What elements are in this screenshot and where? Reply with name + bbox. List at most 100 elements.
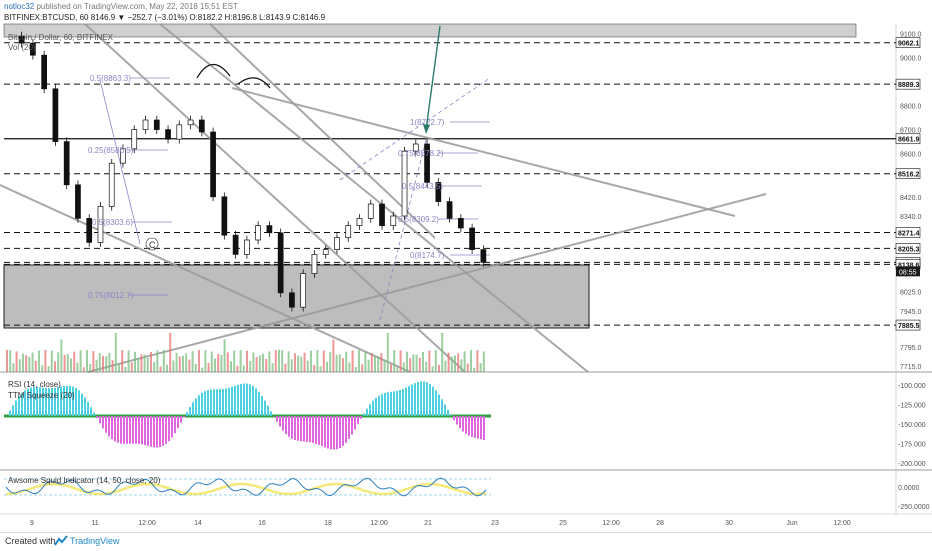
squeeze-bar xyxy=(465,416,467,434)
volume-bar xyxy=(262,353,264,372)
price-tick-label: 9000.0 xyxy=(900,56,922,63)
squid-indicator-pane[interactable] xyxy=(0,477,932,515)
fib-label: 0.5(8303.6) xyxy=(92,218,133,227)
candle-body xyxy=(176,124,183,140)
candle-body xyxy=(277,232,284,294)
volume-bar xyxy=(294,353,296,372)
rsi-squeeze-pane[interactable] xyxy=(0,381,932,471)
squeeze-bar xyxy=(123,416,125,444)
price-level-tag xyxy=(895,227,921,238)
candle-body xyxy=(311,254,318,274)
squeeze-bar xyxy=(456,416,458,425)
chart-area[interactable]: 0.5(8863.3) 0.25(8580.5) 0.5(8303.6) 0.75(8… xyxy=(0,0,932,532)
volume-bar xyxy=(281,350,284,372)
volume-bar xyxy=(274,350,277,372)
volume-bar xyxy=(482,351,485,372)
time-tick-label: 25 xyxy=(559,520,567,527)
squeeze-bar xyxy=(327,416,329,449)
time-tick-label: Jun xyxy=(786,520,797,527)
squeeze-bar xyxy=(480,416,482,440)
volume-bar xyxy=(114,332,117,372)
volume-bar xyxy=(466,363,469,372)
price-axis[interactable]: 9100.0 9000.0 8800.0 8700.0 8600.0 8420.0 8340… xyxy=(895,32,922,371)
volume-bar xyxy=(310,350,312,372)
volume-bar xyxy=(162,350,165,372)
volume-bar xyxy=(201,367,204,372)
squeeze-bar xyxy=(198,395,200,416)
squeeze-bar xyxy=(105,416,107,433)
squeeze-bar xyxy=(264,400,266,416)
volume-bar xyxy=(476,350,479,372)
volume-bar xyxy=(130,362,133,372)
squeeze-bar xyxy=(477,416,479,439)
squeeze-bar xyxy=(12,405,14,416)
symbol-label[interactable]: BITFINEX:BTCUSD, 60 xyxy=(4,13,89,22)
squeeze-bar xyxy=(426,382,428,416)
candle-body xyxy=(30,42,36,56)
tradingview-brand[interactable]: TradingView xyxy=(70,536,120,546)
time-tick-label: 21 xyxy=(424,520,432,527)
rsi-tick-label: -150.000 xyxy=(898,422,926,429)
squeeze-bar xyxy=(192,402,194,416)
fib-diagonal xyxy=(379,139,427,321)
volume-bar xyxy=(6,350,8,372)
squeeze-bar xyxy=(369,404,371,416)
volume-bar xyxy=(316,350,319,372)
volume-bar xyxy=(15,351,18,372)
volume-bar xyxy=(447,352,450,372)
squeeze-bar xyxy=(423,381,425,416)
squeeze-bar xyxy=(387,392,389,416)
squeeze-bar xyxy=(153,416,155,448)
volume-bar xyxy=(9,350,12,372)
squeeze-bar xyxy=(453,416,455,421)
squeeze-bar xyxy=(159,416,161,448)
squeeze-bar xyxy=(330,416,332,450)
time-axis[interactable]: 9 11 12:00 14 16 18 12:00 21 23 25 12:00 28 30 Jun 12:… xyxy=(30,520,851,527)
squeeze-bar xyxy=(210,389,212,416)
volume-bar xyxy=(178,356,181,372)
squeeze-bar xyxy=(345,416,347,443)
asi-main-line xyxy=(5,477,487,497)
volume-bar xyxy=(393,350,396,372)
candle-body xyxy=(401,150,408,217)
volume-bar xyxy=(338,354,341,372)
squeeze-bar xyxy=(378,395,380,416)
squeeze-bar xyxy=(459,416,461,429)
squeeze-bar xyxy=(414,383,416,416)
squeeze-bar xyxy=(69,385,71,416)
squeeze-bar xyxy=(54,387,56,416)
squeeze-bar xyxy=(126,416,128,444)
squeeze-bar xyxy=(114,416,116,442)
volume-bar xyxy=(82,367,85,372)
volume-bar xyxy=(86,350,88,372)
volume-bar xyxy=(351,350,354,372)
author-link[interactable]: notloc32 xyxy=(4,2,35,11)
squeeze-bar xyxy=(222,388,224,416)
volume-bar xyxy=(60,339,63,372)
projection-arrow xyxy=(425,25,441,131)
price-tick-label: 8700.0 xyxy=(900,128,922,135)
squeeze-bar xyxy=(399,389,401,416)
squeeze-bar xyxy=(180,416,182,423)
squeeze-bar xyxy=(267,405,269,416)
price-tick-label: 7795.0 xyxy=(900,345,922,352)
squeeze-bar xyxy=(183,416,185,418)
volume-bar xyxy=(239,350,242,372)
trendline xyxy=(87,193,767,373)
squeeze-bar xyxy=(9,410,11,416)
trendline xyxy=(231,87,736,217)
squeeze-bar xyxy=(213,389,215,416)
volume-bar xyxy=(137,358,140,372)
publish-info: notloc32 published on TradingView.com, M… xyxy=(4,2,238,11)
publish-text: published on TradingView.com, May 22, 20… xyxy=(36,2,238,11)
volume-bar xyxy=(335,354,338,372)
main-price-pane[interactable]: 0.5(8863.3) 0.25(8580.5) 0.5(8303.6) 0.75(8… xyxy=(0,23,932,373)
squeeze-bar xyxy=(393,391,395,416)
candle-body xyxy=(131,129,138,150)
volume-bar xyxy=(450,356,453,372)
volume-bar xyxy=(383,359,386,372)
squeeze-bar xyxy=(318,416,320,445)
volume-bar xyxy=(348,362,351,372)
volume-bar xyxy=(278,349,280,372)
fib-diagonal xyxy=(339,77,491,181)
